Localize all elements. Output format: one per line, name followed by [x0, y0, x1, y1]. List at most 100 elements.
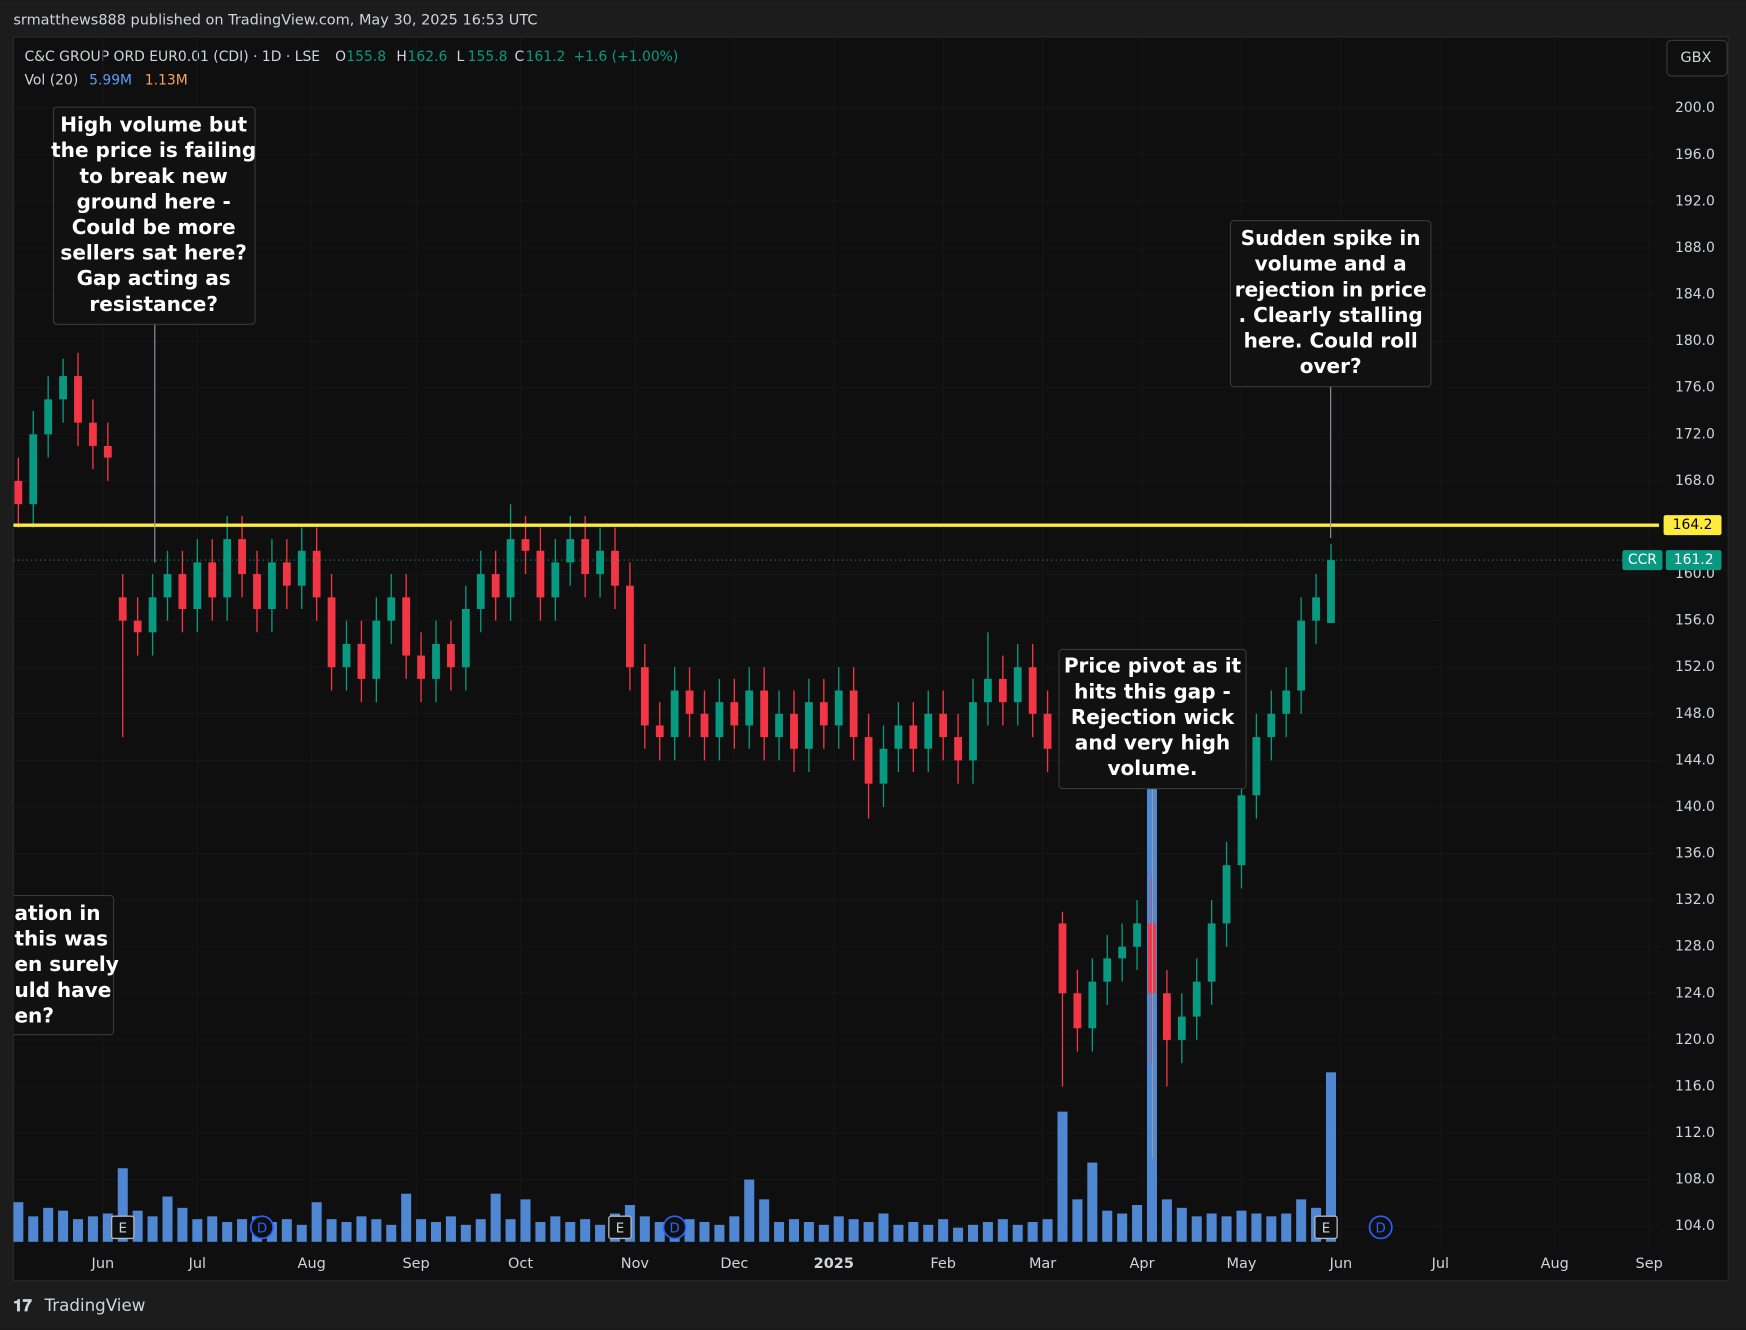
volume-bar: [356, 1216, 367, 1242]
y-tick-label: 112.0: [1675, 1125, 1715, 1141]
currency[interactable]: GBX: [1680, 50, 1711, 66]
volume-bar: [207, 1216, 218, 1242]
volume-bar: [1012, 1224, 1023, 1242]
volume-bar: [296, 1224, 307, 1242]
candle-body: [417, 655, 425, 679]
annotation-text: here. Could roll: [1244, 329, 1418, 353]
volume-bar: [490, 1193, 501, 1242]
volume-bar: [132, 1210, 143, 1242]
ohlc-letter: L: [457, 49, 465, 65]
candle-body: [1058, 923, 1067, 994]
candle-body: [357, 643, 366, 679]
volume-bar: [714, 1224, 725, 1242]
currency-button[interactable]: [1666, 39, 1728, 77]
annotation-text: Could be more: [72, 215, 236, 239]
volume-bar: [1132, 1205, 1143, 1242]
candle-body: [208, 562, 217, 598]
annotation-text: Sudden spike in: [1241, 226, 1421, 250]
candle-body: [1327, 560, 1335, 623]
volume-bar: [162, 1196, 173, 1242]
volume-bar: [550, 1216, 561, 1242]
y-tick-label: 108.0: [1675, 1172, 1715, 1188]
volume-bar: [1221, 1216, 1232, 1242]
y-tick-label: 144.0: [1675, 752, 1715, 768]
x-tick-label: Sep: [1636, 1256, 1663, 1272]
level-tag: [1663, 515, 1722, 536]
candle-body: [223, 539, 232, 598]
dividend-marker: [1368, 1215, 1393, 1240]
y-tick-label: 132.0: [1675, 892, 1715, 908]
volume-bar: [848, 1219, 859, 1242]
volume-bar: [1325, 1072, 1336, 1242]
x-tick-label: Nov: [621, 1256, 650, 1272]
candle-body: [805, 702, 813, 749]
x-tick-label: Apr: [1130, 1256, 1155, 1272]
volume-bar: [1087, 1162, 1098, 1242]
y-tick-label: 116.0: [1675, 1078, 1715, 1094]
candle-body: [14, 480, 23, 505]
annotation-text: rejection in price: [1235, 277, 1427, 301]
volume-bar: [401, 1193, 412, 1242]
volume-bar: [759, 1199, 770, 1242]
event-label: E: [1322, 1221, 1330, 1236]
candle-body: [1028, 667, 1037, 714]
event-label: D: [670, 1221, 680, 1236]
candle-body: [327, 597, 336, 668]
candle-body: [282, 562, 291, 586]
y-tick-label: 188.0: [1675, 240, 1715, 256]
volume-bar: [908, 1221, 919, 1242]
candle-body: [1237, 795, 1246, 866]
ticker-tag-label: CCR: [1628, 552, 1657, 568]
x-tick-label: Aug: [298, 1256, 326, 1272]
volume-bar: [938, 1219, 949, 1242]
header: srmatthews888 published on TradingView.c…: [13, 12, 537, 28]
y-tick-label: 200.0: [1675, 100, 1715, 116]
volume-bar: [102, 1213, 113, 1242]
volume-last: 5.99M: [89, 72, 132, 88]
candle-body: [402, 597, 411, 656]
last-price-tag-label: 161.2: [1674, 552, 1714, 568]
volume-bar: [1251, 1213, 1262, 1242]
candle-body: [551, 562, 560, 598]
candle-body: [103, 445, 112, 458]
x-tick-label: Oct: [508, 1256, 533, 1272]
candle-body: [1088, 981, 1097, 1029]
volume-bar: [58, 1210, 69, 1242]
candle-body: [312, 550, 321, 598]
x-tick-label: 2025: [814, 1256, 854, 1272]
candle-body: [1282, 690, 1291, 714]
volume-bar: [595, 1224, 606, 1242]
y-tick-label: 168.0: [1675, 473, 1715, 489]
candle-body: [670, 690, 679, 738]
dividend-marker: [249, 1215, 274, 1240]
volume-bar: [281, 1219, 292, 1242]
annotation-text: ation in: [14, 901, 100, 925]
brand: TradingView: [44, 1295, 146, 1315]
candle-body: [536, 550, 545, 598]
candle-body: [790, 713, 798, 749]
annotation-text: Price pivot as it: [1064, 654, 1242, 678]
annotation-text: and very high: [1075, 731, 1230, 755]
volume-bar: [147, 1216, 158, 1242]
volume-title: Vol (20): [24, 72, 78, 88]
volume-bar: [833, 1216, 844, 1242]
candle-body: [59, 376, 67, 400]
volume-bar: [893, 1224, 904, 1242]
candle-body: [193, 562, 202, 609]
candle-body: [253, 574, 261, 609]
volume-bar: [371, 1219, 382, 1242]
y-tick-label: 180.0: [1675, 333, 1715, 349]
candle-body: [715, 702, 724, 738]
volume-bar: [684, 1219, 695, 1242]
candle-body: [1133, 923, 1141, 947]
volume-bar: [1296, 1199, 1307, 1242]
change: +1.6 (+1.00%): [573, 49, 678, 65]
ohlc-letter: C: [514, 49, 524, 65]
candle-body: [476, 574, 485, 609]
candle-body: [1163, 993, 1171, 1040]
y-tick-label: 156.0: [1675, 613, 1715, 629]
candle-body: [432, 643, 440, 679]
earnings-marker: [608, 1215, 632, 1240]
volume-bar: [87, 1216, 98, 1242]
volume-bar: [445, 1216, 456, 1242]
